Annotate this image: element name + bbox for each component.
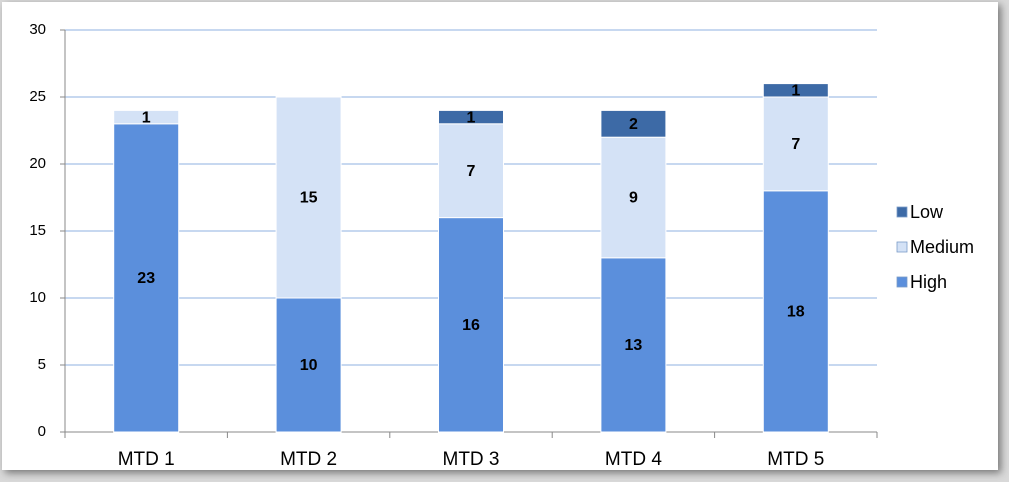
legend-label: Medium <box>910 237 974 257</box>
bar-segment <box>113 109 180 125</box>
y-tick-label: 20 <box>29 155 46 172</box>
data-label: 9 <box>629 190 638 207</box>
x-tick-label: MTD 4 <box>605 449 662 470</box>
data-label: 1 <box>467 109 476 126</box>
data-label: 7 <box>467 163 476 180</box>
data-label: 1 <box>142 109 151 126</box>
bar-segment <box>275 297 342 433</box>
data-label: 10 <box>300 357 318 374</box>
bar-segment <box>762 96 829 192</box>
y-tick-label: 25 <box>29 88 46 105</box>
bar-segment <box>600 257 667 433</box>
data-label: 1 <box>791 83 800 100</box>
x-tick-label: MTD 3 <box>443 449 500 470</box>
data-label: 2 <box>629 116 638 133</box>
x-tick-label: MTD 1 <box>118 449 175 470</box>
legend-label: High <box>910 272 947 292</box>
bar-segment <box>600 136 667 259</box>
bar-segment <box>275 96 342 299</box>
y-tick-label: 15 <box>29 222 46 239</box>
bar-segment <box>438 217 504 433</box>
data-label: 16 <box>462 317 480 334</box>
data-label: 18 <box>787 304 805 321</box>
bar-segment <box>762 190 829 433</box>
data-label: 7 <box>791 136 800 153</box>
data-label: 23 <box>137 270 155 287</box>
legend-swatch <box>896 206 908 218</box>
y-tick-label: 0 <box>38 423 46 440</box>
data-label: 15 <box>300 190 318 207</box>
bar-segment <box>113 123 180 433</box>
x-tick-label: MTD 2 <box>280 449 337 470</box>
y-tick-label: 30 <box>29 21 46 38</box>
legend-swatch <box>896 276 908 288</box>
y-tick-label: 5 <box>38 356 46 373</box>
bar-segment <box>762 83 829 98</box>
data-label: 13 <box>625 337 643 354</box>
x-tick-label: MTD 5 <box>767 449 824 470</box>
bar-segment <box>438 109 504 125</box>
legend-swatch <box>896 241 908 253</box>
legend-label: Low <box>910 202 944 222</box>
y-tick-label: 10 <box>29 289 46 306</box>
bar-segment <box>600 109 667 138</box>
bar-segment <box>438 123 504 219</box>
